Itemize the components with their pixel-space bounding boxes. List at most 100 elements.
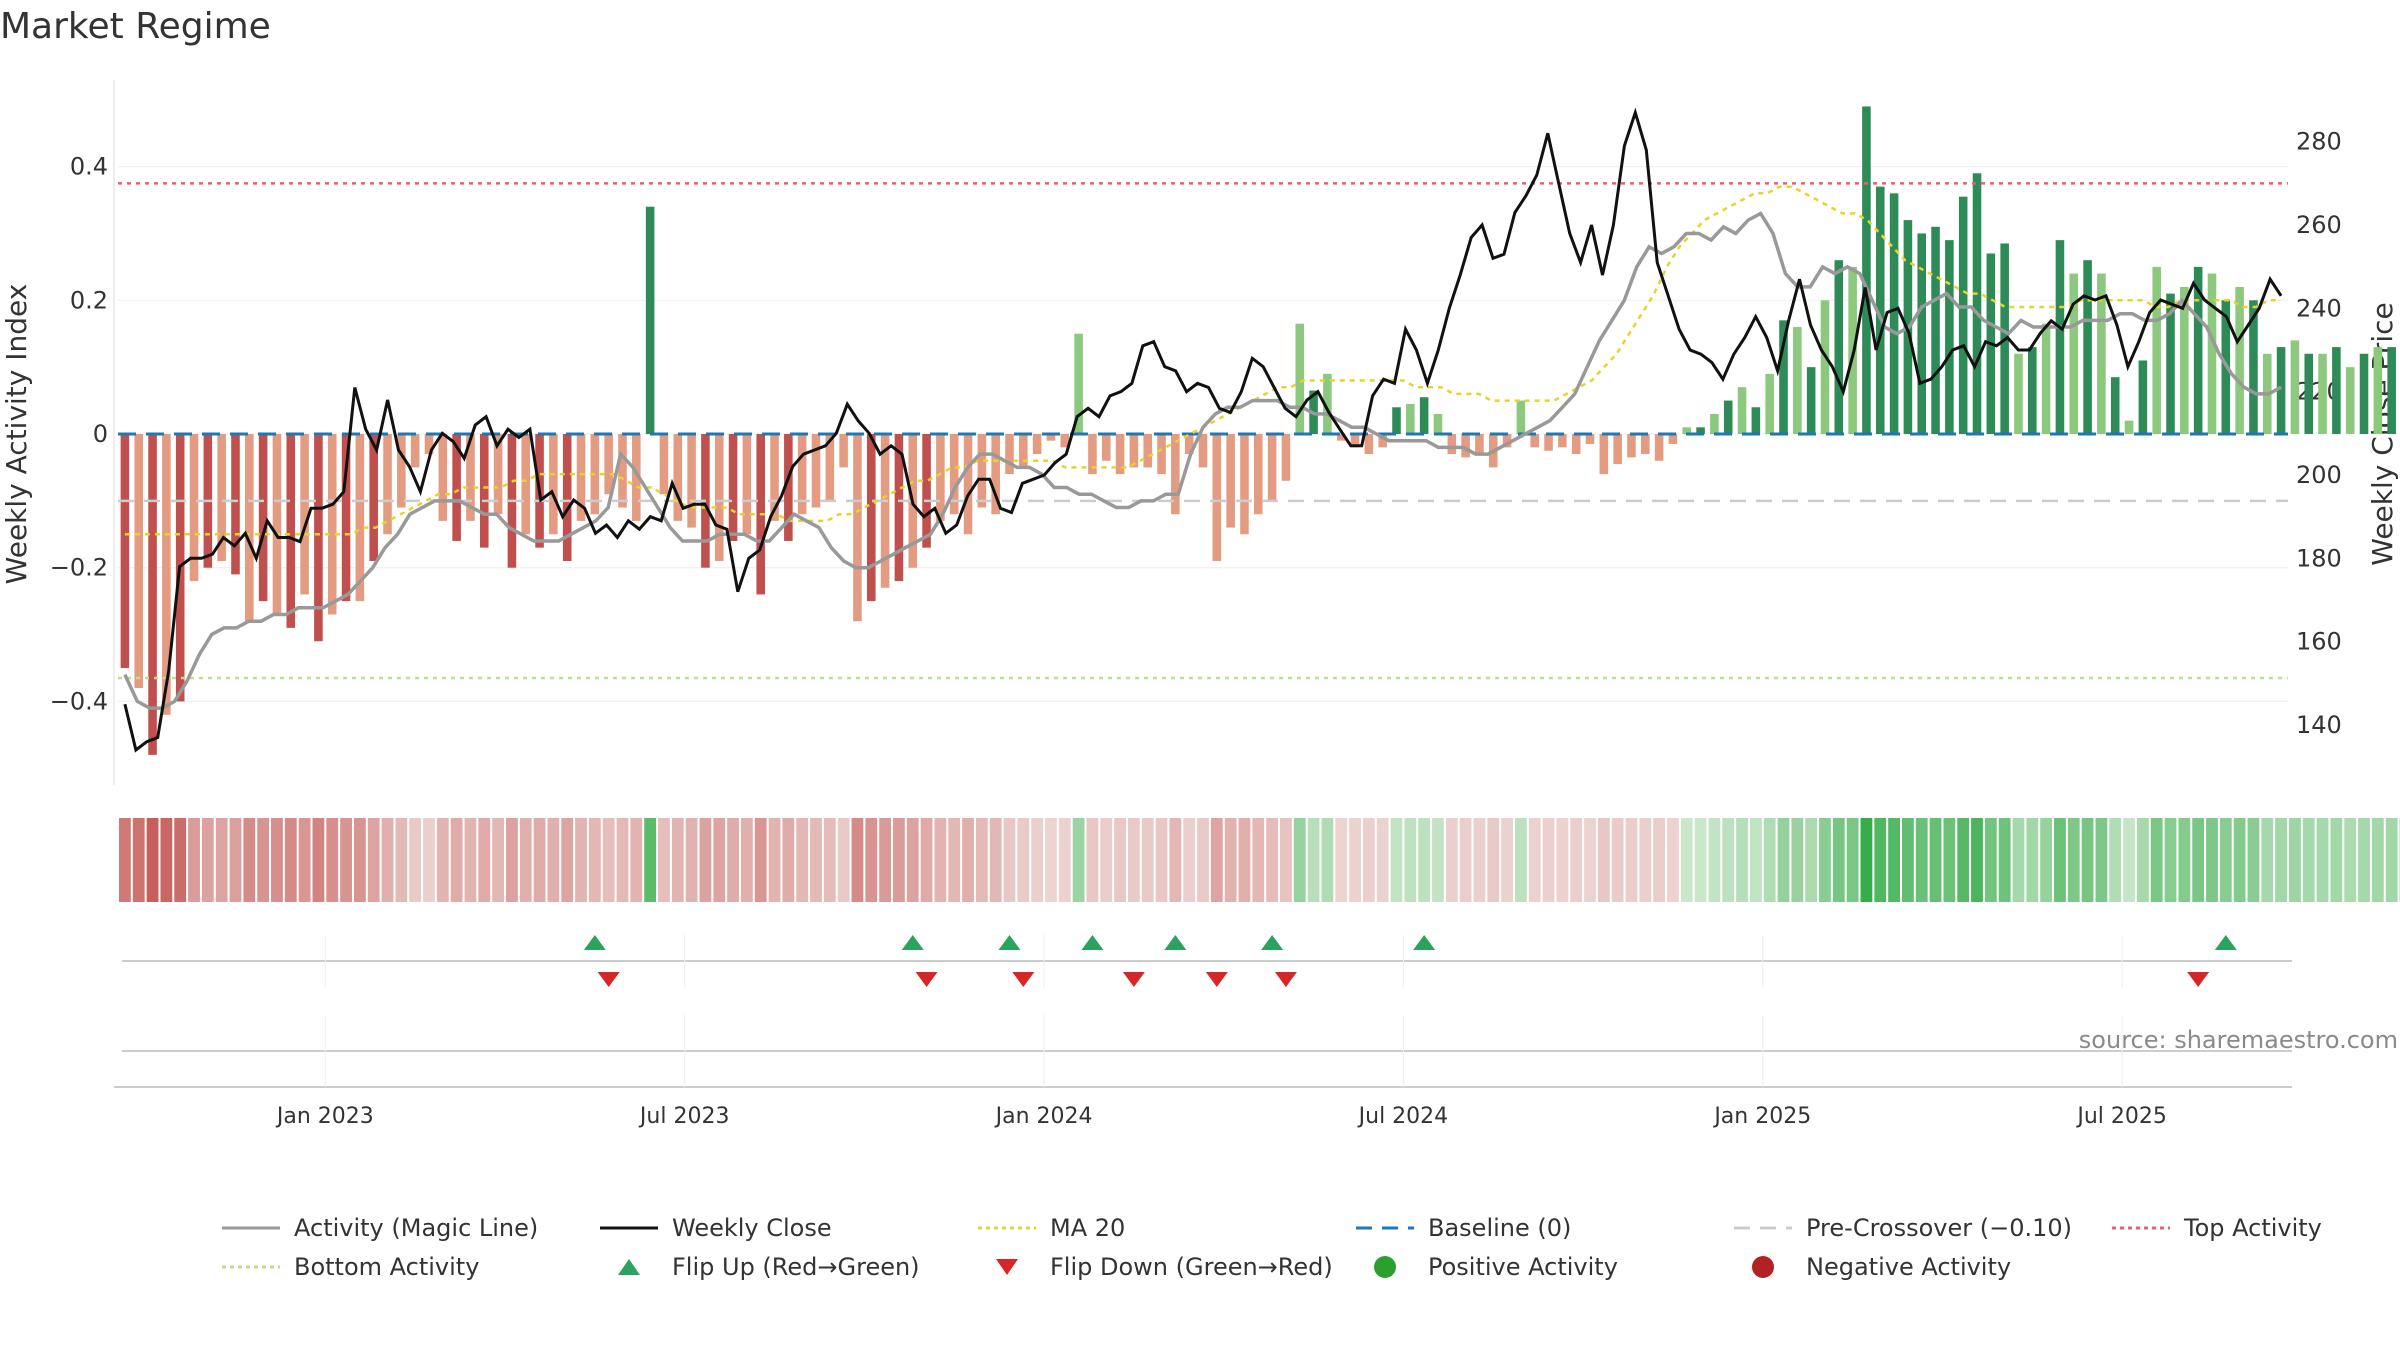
regime-cell: [2233, 818, 2246, 902]
regime-cell: [1736, 818, 1748, 902]
activity-bar: [2180, 286, 2189, 434]
activity-bar: [977, 434, 987, 508]
legend-label: Bottom Activity: [294, 1253, 479, 1281]
regime-cell: [1805, 818, 1818, 902]
regime-cell: [1210, 818, 1223, 902]
right-tick-label: 140: [2296, 711, 2342, 739]
activity-bar: [120, 434, 130, 668]
regime-cell: [1445, 818, 1458, 902]
activity-bar: [2041, 323, 2051, 434]
regime-cell: [2302, 818, 2315, 902]
activity-bar: [1046, 434, 1056, 441]
regime-cell: [575, 818, 587, 902]
activity-bar: [341, 434, 351, 602]
activity-bar: [1171, 434, 1180, 515]
regime-cell: [1901, 818, 1914, 902]
regime-cell: [423, 818, 435, 902]
activity-bar: [1779, 320, 1788, 434]
x-axis: Jan 2023 Jul 2023 Jan 2024 Jul 2024 Jan 2025…: [114, 935, 2292, 1129]
regime-cell: [920, 818, 933, 902]
legend-label: Pre-Crossover (−0.10): [1806, 1214, 2072, 1242]
left-tick-label: 0: [93, 420, 108, 448]
activity-bar: [1710, 413, 1719, 434]
regime-cell: [1418, 818, 1431, 902]
activity-bar: [2014, 353, 2023, 434]
regime-cell: [119, 818, 131, 902]
regime-cell: [450, 818, 463, 902]
regime-cell: [685, 818, 698, 902]
regime-cell: [1722, 818, 1735, 902]
activity-bar: [2290, 340, 2300, 434]
activity-bar: [245, 434, 254, 622]
activity-bar: [1696, 427, 1705, 434]
activity-bar: [1005, 434, 1014, 475]
activity-bar: [894, 434, 904, 582]
activity-bar: [1129, 434, 1139, 468]
regime-cell: [644, 818, 657, 902]
activity-bar: [2249, 300, 2258, 434]
activity-bar: [2152, 266, 2161, 434]
regime-cell: [2358, 818, 2370, 902]
activity-bar: [1530, 434, 1540, 448]
flip-down-marker: [915, 972, 938, 987]
regime-cell: [547, 818, 560, 902]
activity-bar: [521, 434, 531, 535]
right-tick-label: 240: [2296, 294, 2342, 322]
regime-cell: [616, 818, 629, 902]
regime-cell: [2275, 818, 2287, 902]
activity-bar: [1834, 260, 1844, 434]
activity-bar: [272, 434, 282, 615]
activity-bar: [1862, 106, 1871, 434]
circle-icon: [1374, 1256, 1396, 1278]
regime-cell: [1597, 818, 1610, 902]
x-tick-label: Jan 2023: [275, 1104, 374, 1129]
activity-bar: [1461, 434, 1470, 458]
regime-cell: [713, 818, 726, 902]
activity-bar: [479, 434, 489, 548]
regime-cell: [1100, 818, 1113, 902]
regime-cell: [132, 818, 145, 902]
regime-cell: [1390, 818, 1403, 902]
regime-cell: [1459, 818, 1472, 902]
legend-item: Baseline (0): [1356, 1214, 1571, 1242]
activity-bar: [1571, 434, 1581, 455]
regime-cell: [533, 818, 546, 902]
activity-bar: [1682, 427, 1692, 434]
right-tick-label: 280: [2296, 128, 2342, 156]
activity-bar: [922, 434, 931, 548]
regime-cell: [1155, 818, 1168, 902]
source-label: source: sharemaestro.com: [2079, 1026, 2398, 1054]
activity-bar: [1378, 434, 1387, 448]
activity-bar: [369, 434, 378, 562]
legend-item: MA 20: [978, 1214, 1125, 1242]
regime-cell: [2150, 818, 2163, 902]
regime-cell: [2026, 818, 2039, 902]
flip-up-marker: [998, 935, 1021, 950]
regime-cell: [2330, 818, 2343, 902]
activity-bar: [2124, 420, 2134, 434]
activity-bar: [2110, 377, 2120, 434]
activity-bar: [286, 434, 296, 628]
regime-cell: [326, 818, 339, 902]
activity-bar: [1958, 196, 1968, 434]
activity-bar: [632, 434, 641, 521]
activity-bar: [1889, 193, 1899, 434]
regime-cell: [1708, 818, 1721, 902]
regime-cell: [727, 818, 739, 902]
activity-bar: [1917, 233, 1927, 434]
legend-label: Top Activity: [2183, 1214, 2322, 1242]
regime-cell: [2219, 818, 2232, 902]
activity-bar: [2332, 347, 2341, 434]
activity-bar: [217, 434, 226, 562]
activity-bar: [618, 434, 627, 508]
legend-item: Top Activity: [2112, 1214, 2322, 1242]
regime-cell: [1680, 818, 1693, 902]
regime-cell: [2109, 818, 2122, 902]
regime-cell: [2136, 818, 2149, 902]
regime-cell: [1943, 818, 1956, 902]
activity-bar: [162, 434, 171, 715]
regime-cell: [284, 818, 297, 902]
regime-cell: [1625, 818, 1638, 902]
activity-bar: [1267, 434, 1277, 501]
